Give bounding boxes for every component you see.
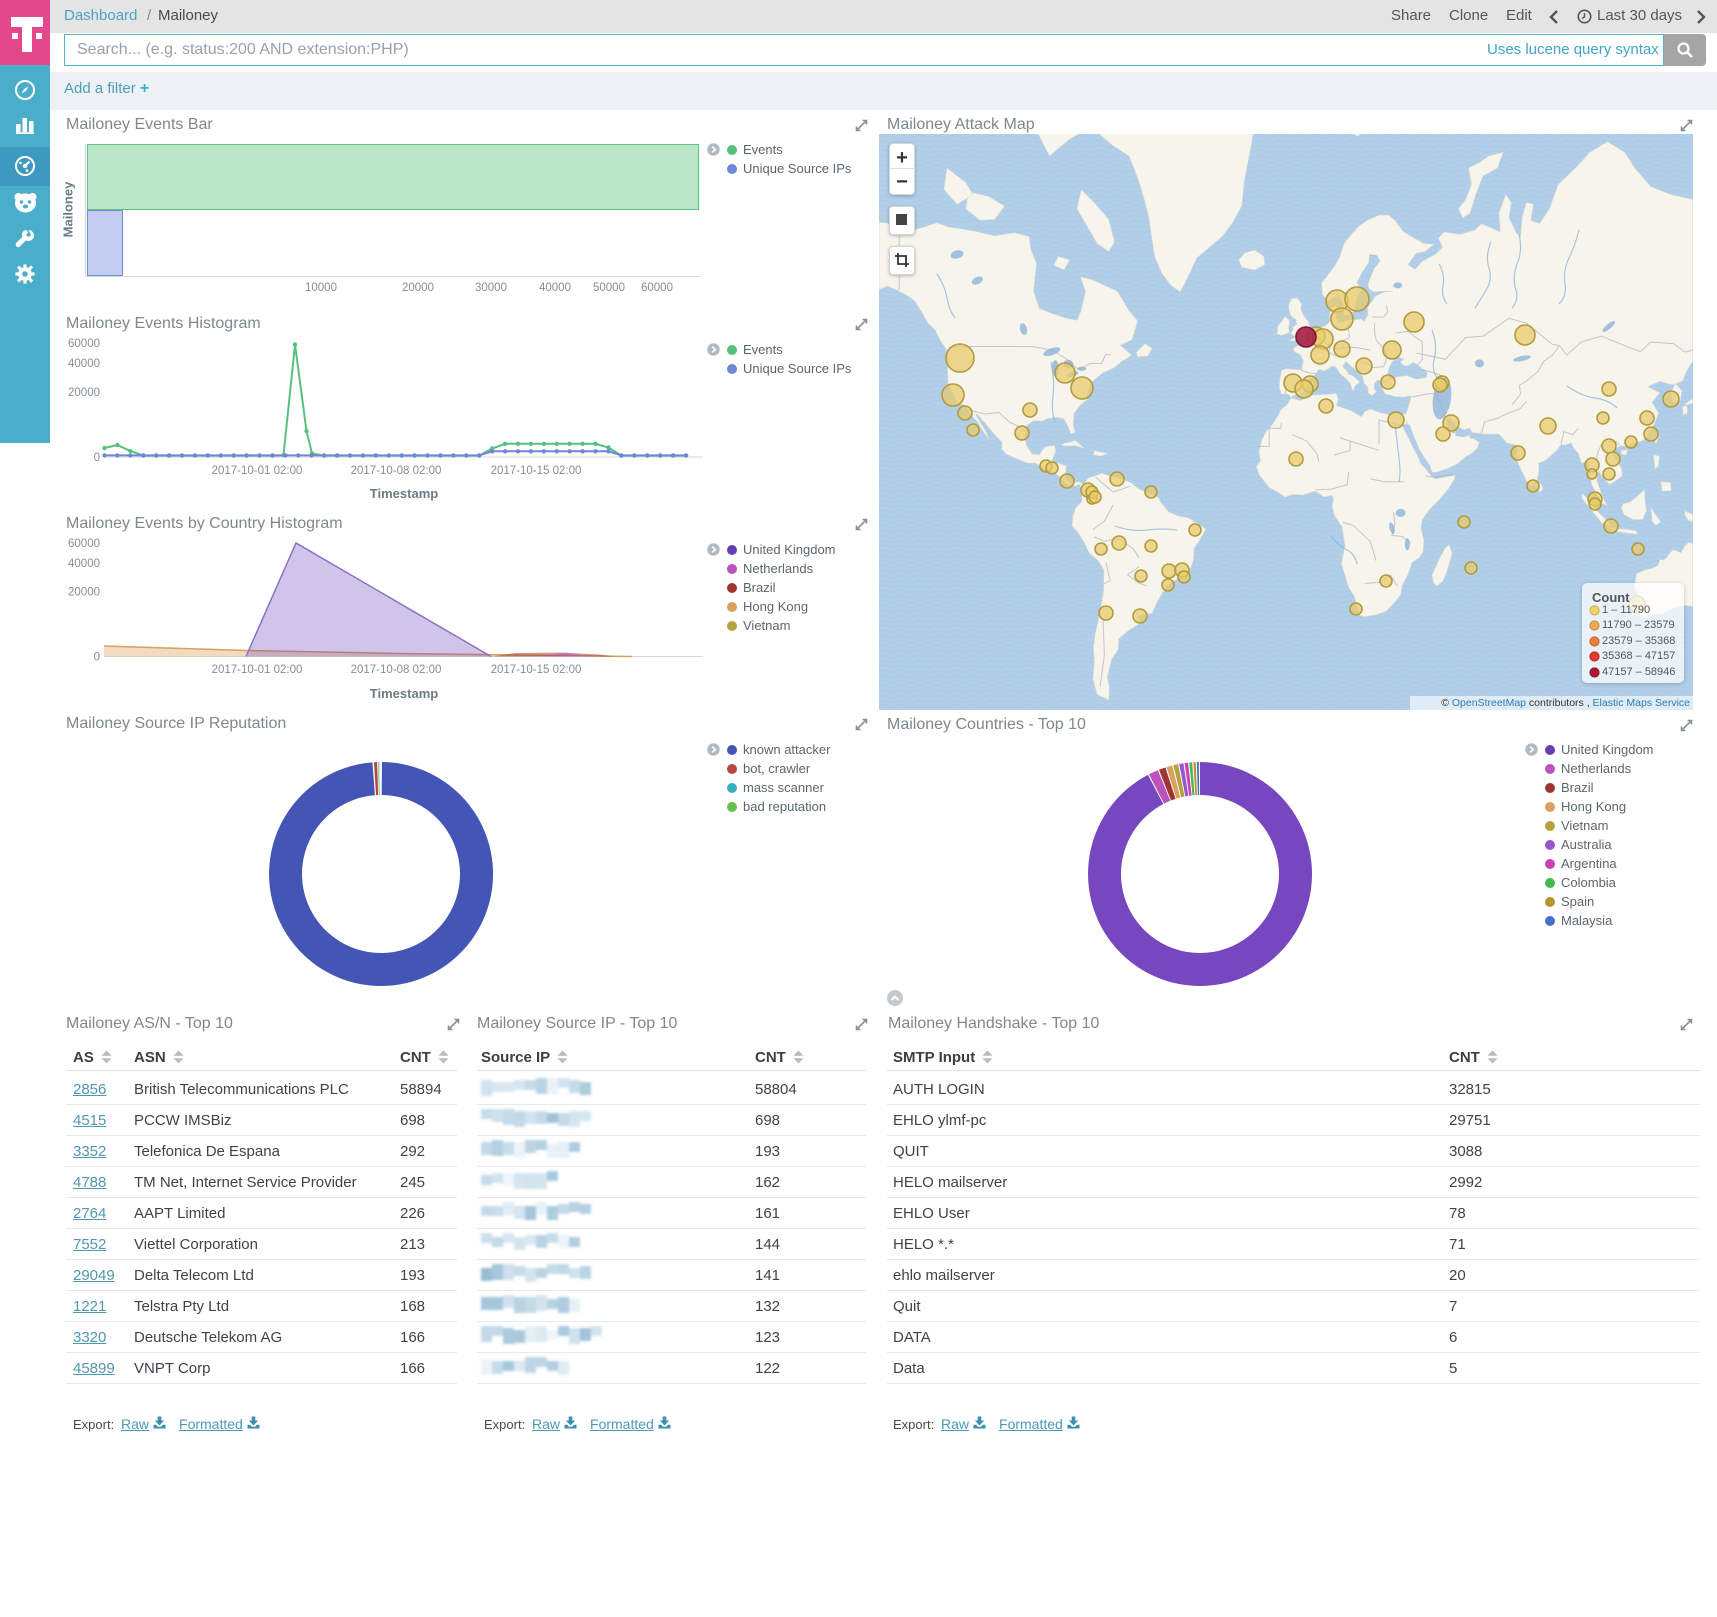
svg-text:40000: 40000 xyxy=(68,358,100,370)
svg-text:40000: 40000 xyxy=(68,558,100,570)
svg-text:0: 0 xyxy=(94,652,100,664)
svg-text:0: 0 xyxy=(94,452,100,464)
svg-text:20000: 20000 xyxy=(68,587,100,599)
svg-text:60000: 60000 xyxy=(68,338,100,350)
svg-text:20000: 20000 xyxy=(68,387,100,399)
svg-text:60000: 60000 xyxy=(68,538,100,550)
